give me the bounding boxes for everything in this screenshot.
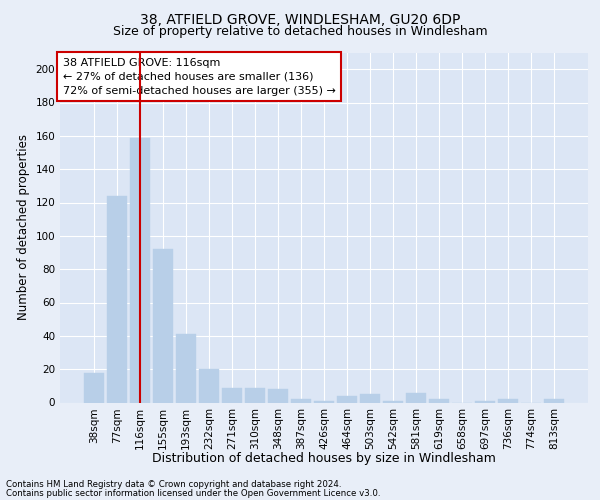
Text: Contains public sector information licensed under the Open Government Licence v3: Contains public sector information licen… (6, 488, 380, 498)
Text: 38 ATFIELD GROVE: 116sqm
← 27% of detached houses are smaller (136)
72% of semi-: 38 ATFIELD GROVE: 116sqm ← 27% of detach… (62, 58, 335, 96)
Bar (406, 392, 426, 402)
Bar (360, 394, 380, 402)
Y-axis label: Number of detached properties: Number of detached properties (17, 134, 30, 320)
Bar (383, 401, 403, 402)
Bar (268, 389, 288, 402)
Bar (222, 388, 242, 402)
Bar (337, 396, 357, 402)
Text: Size of property relative to detached houses in Windlesham: Size of property relative to detached ho… (113, 25, 487, 38)
Bar (153, 249, 173, 402)
Bar (499, 399, 518, 402)
Bar (176, 334, 196, 402)
Bar (84, 372, 104, 402)
Bar (544, 399, 564, 402)
Text: 38, ATFIELD GROVE, WINDLESHAM, GU20 6DP: 38, ATFIELD GROVE, WINDLESHAM, GU20 6DP (140, 12, 460, 26)
Bar (130, 138, 149, 402)
Text: Contains HM Land Registry data © Crown copyright and database right 2024.: Contains HM Land Registry data © Crown c… (6, 480, 341, 489)
Bar (199, 369, 218, 402)
Bar (430, 399, 449, 402)
Bar (475, 401, 495, 402)
Bar (291, 399, 311, 402)
X-axis label: Distribution of detached houses by size in Windlesham: Distribution of detached houses by size … (152, 452, 496, 466)
Bar (314, 401, 334, 402)
Bar (245, 388, 265, 402)
Bar (107, 196, 127, 402)
